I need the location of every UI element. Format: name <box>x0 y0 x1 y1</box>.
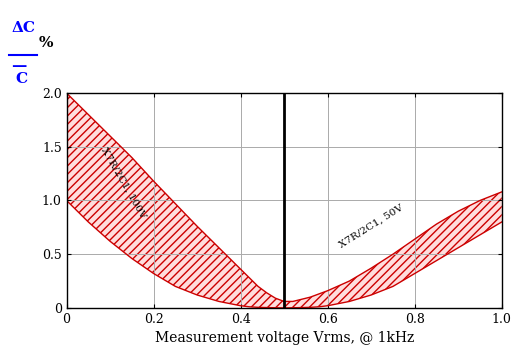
Text: C: C <box>15 72 28 86</box>
Text: %: % <box>38 36 53 50</box>
X-axis label: Measurement voltage Vrms, @ 1kHz: Measurement voltage Vrms, @ 1kHz <box>155 331 414 345</box>
Text: —: — <box>11 59 27 73</box>
Text: X7R/2C1, 100V: X7R/2C1, 100V <box>99 146 147 221</box>
Text: ΔC: ΔC <box>11 21 35 35</box>
Text: X7R/2C1, 50V: X7R/2C1, 50V <box>337 203 405 250</box>
